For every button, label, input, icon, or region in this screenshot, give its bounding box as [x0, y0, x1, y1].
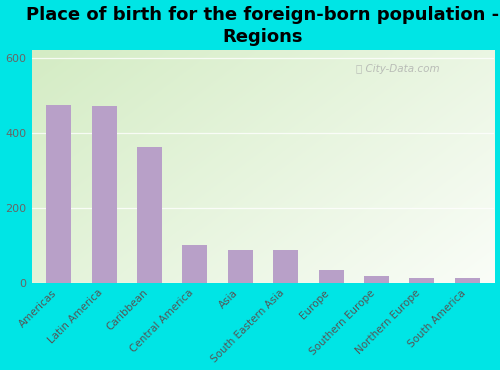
Bar [92, 105, 116, 283]
Bar [182, 245, 208, 283]
Bar [273, 250, 298, 283]
Bar [364, 276, 389, 283]
Text: ⓘ City-Data.com: ⓘ City-Data.com [356, 64, 439, 74]
Bar [137, 147, 162, 283]
Bar [318, 270, 344, 283]
Bar [410, 278, 434, 283]
Bar [228, 250, 253, 283]
Bar [454, 278, 479, 283]
Title: Place of birth for the foreign-born population -
Regions: Place of birth for the foreign-born popu… [26, 6, 500, 46]
Bar [46, 104, 72, 283]
